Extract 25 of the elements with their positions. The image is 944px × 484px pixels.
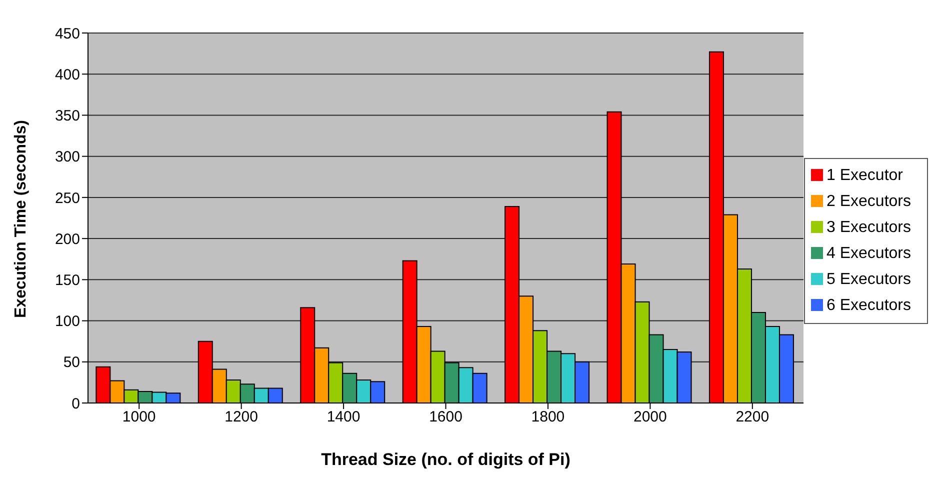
y-tick-label: 200 [54, 230, 80, 248]
x-axis-title: Thread Size (no. of digits of Pi) [321, 450, 570, 469]
y-tick-label: 300 [54, 148, 80, 166]
x-tick-label: 2000 [634, 408, 667, 426]
y-tick-label: 450 [54, 25, 80, 42]
y-tick-label: 50 [63, 354, 80, 372]
legend-label: 5 Executors [826, 270, 911, 288]
y-axis-title: Execution Time (seconds) [12, 120, 30, 318]
y-tick-label: 250 [54, 190, 80, 207]
y-tick-label: 0 [72, 395, 80, 412]
y-tick-label: 150 [54, 272, 80, 289]
x-tick-label: 1800 [531, 408, 565, 426]
x-tick-label: 1600 [429, 408, 462, 426]
legend-label: 1 Executor [826, 166, 903, 184]
x-tick-label: 1200 [224, 408, 258, 426]
legend-label: 2 Executors [826, 192, 911, 210]
legend-label: 4 Executors [826, 244, 911, 262]
x-tick-label: 2200 [736, 408, 770, 426]
y-tick-label: 350 [54, 108, 80, 125]
x-tick-label: 1400 [326, 408, 360, 426]
legend-label: 6 Executors [826, 296, 911, 314]
legend-label: 3 Executors [826, 218, 911, 236]
x-tick-label: 1000 [122, 408, 156, 426]
y-tick-label: 400 [54, 66, 80, 84]
y-tick-label: 100 [54, 313, 80, 330]
